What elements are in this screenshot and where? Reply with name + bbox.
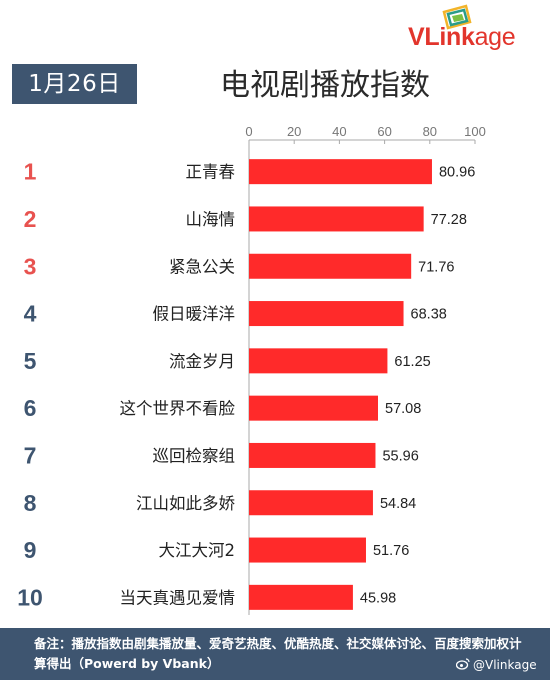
watermark-text: @Vlinkage: [473, 658, 537, 672]
category-label: 巡回检察组: [153, 446, 236, 465]
weibo-icon: [456, 658, 470, 670]
footer-note: 备注：播放指数由剧集播放量、爱奇艺热度、优酷热度、社交媒体讨论、百度搜索加权计算…: [34, 636, 522, 671]
x-tick-label: 100: [464, 124, 486, 139]
watermark: @Vlinkage: [456, 655, 537, 675]
category-label: 假日暖洋洋: [153, 305, 236, 324]
rank-number: 9: [24, 537, 37, 563]
category-label: 紧急公关: [169, 257, 235, 276]
bar: [249, 584, 353, 610]
category-label: 这个世界不看脸: [120, 399, 236, 418]
value-label: 80.96: [439, 165, 475, 181]
rank-number: 8: [24, 490, 37, 516]
rank-number: 6: [24, 395, 37, 421]
category-label: 江山如此多娇: [136, 494, 236, 513]
bar-chart: 0 20 40 60 80 100 80.96 正青春 1 77.28 山海情 2 71.76 紧急公关 3…: [17, 124, 486, 615]
value-label: 77.28: [431, 212, 467, 228]
value-label: 54.84: [380, 496, 416, 512]
bar: [249, 537, 366, 563]
rank-number: 7: [24, 442, 37, 468]
rank-number: 1: [24, 159, 37, 185]
bar: [249, 253, 412, 279]
x-tick-label: 60: [377, 124, 391, 139]
bar: [249, 395, 379, 421]
bar: [249, 490, 373, 516]
value-label: 57.08: [385, 401, 421, 417]
value-label: 45.98: [360, 590, 396, 606]
logo-text: VLinkage: [408, 23, 516, 51]
bar: [249, 301, 404, 327]
footer: 备注：播放指数由剧集播放量、爱奇艺热度、优酷热度、社交媒体讨论、百度搜索加权计算…: [0, 628, 550, 680]
x-tick-label: 80: [423, 124, 437, 139]
chart-title: 电视剧播放指数: [220, 68, 430, 103]
x-tick-label: 0: [245, 124, 252, 139]
value-label: 51.76: [373, 543, 409, 559]
category-label: 当天真遇见爱情: [120, 588, 236, 607]
bar: [249, 442, 376, 468]
category-label: 山海情: [186, 210, 236, 229]
value-label: 71.76: [418, 259, 454, 275]
x-tick-label: 20: [287, 124, 301, 139]
bar: [249, 206, 424, 232]
value-label: 55.96: [382, 448, 418, 464]
rank-number: 2: [24, 206, 37, 232]
rank-number: 10: [17, 584, 43, 610]
vlinkage-logo: VLinkage: [404, 4, 542, 54]
category-label: 正青春: [186, 163, 236, 182]
rank-number: 4: [24, 301, 37, 327]
rank-number: 5: [24, 348, 37, 374]
rank-number: 3: [24, 253, 37, 279]
logo-mark-icon: [442, 4, 472, 30]
category-label: 流金岁月: [169, 352, 235, 371]
category-label: 大江大河2: [159, 541, 236, 560]
value-label: 61.25: [394, 354, 430, 370]
x-tick-label: 40: [332, 124, 346, 139]
bar: [249, 159, 432, 185]
bar: [249, 348, 388, 374]
date-badge: 1月26日: [12, 64, 137, 104]
value-label: 68.38: [411, 307, 447, 323]
